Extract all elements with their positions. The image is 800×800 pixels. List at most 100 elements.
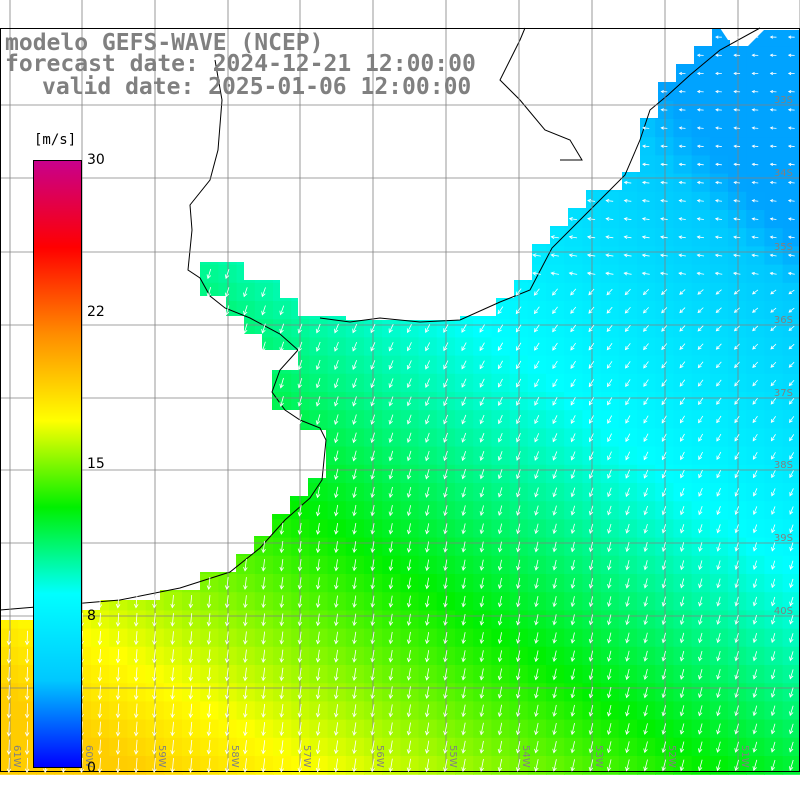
wind-arrow — [224, 721, 230, 737]
wind-arrow — [641, 253, 650, 258]
wind-arrow — [570, 306, 577, 314]
wind-cell — [764, 355, 784, 375]
wind-arrow — [261, 685, 266, 700]
wind-arrow — [625, 686, 630, 699]
wind-arrow — [661, 632, 667, 644]
wind-arrow — [315, 559, 321, 572]
wind-cell — [746, 282, 765, 302]
wind-arrow — [388, 577, 394, 590]
wind-arrow — [497, 650, 503, 663]
wind-arrow — [388, 378, 394, 389]
wind-arrow — [570, 614, 576, 626]
wind-arrow — [224, 758, 230, 773]
wind-cell — [764, 464, 784, 484]
wind-arrow — [570, 596, 576, 608]
wind-arrow — [769, 108, 777, 112]
wind-arrow — [315, 522, 321, 535]
wind-arrow — [388, 613, 394, 627]
wind-arrow — [552, 523, 557, 535]
wind-arrow — [479, 668, 485, 681]
colorbar-tick-0: 0 — [87, 760, 96, 776]
wind-arrow — [679, 289, 686, 295]
wind-arrow — [315, 341, 321, 352]
wind-arrow — [224, 287, 230, 298]
wind-arrow — [261, 649, 266, 663]
wind-arrow — [315, 396, 321, 407]
wind-arrow — [660, 253, 668, 258]
wind-cell — [728, 428, 747, 448]
wind-arrow — [424, 758, 430, 773]
wind-arrow — [443, 613, 448, 626]
wind-arrow — [660, 162, 668, 167]
wind-arrow — [261, 722, 266, 737]
wind-arrow — [352, 740, 357, 755]
wind-arrow — [115, 594, 121, 609]
wind-arrow — [334, 631, 339, 645]
wind-arrow — [787, 271, 795, 276]
wind-arrow — [771, 506, 776, 515]
wind-arrow — [588, 704, 594, 717]
wind-arrow — [751, 90, 759, 94]
wind-arrow — [679, 741, 685, 754]
wind-arrow — [279, 703, 284, 718]
wind-arrow — [97, 721, 103, 737]
wind-arrow — [188, 649, 194, 664]
wind-arrow — [315, 631, 321, 645]
wind-arrow — [752, 578, 758, 589]
wind-arrow — [751, 271, 759, 276]
wind-arrow — [534, 324, 540, 333]
wind-arrow — [679, 505, 685, 516]
wind-arrow — [697, 325, 704, 332]
wind-cell — [491, 301, 511, 320]
wind-arrow — [606, 759, 612, 772]
wind-arrow — [770, 596, 776, 607]
wind-arrow — [570, 505, 576, 516]
wind-arrow — [568, 217, 578, 221]
wind-arrow — [497, 614, 503, 626]
wind-arrow — [534, 342, 540, 351]
wind-arrow — [679, 596, 685, 607]
wind-arrow — [97, 739, 103, 755]
wind-arrow — [734, 669, 739, 680]
wind-cell — [618, 428, 638, 448]
wind-arrow — [206, 595, 212, 609]
wind-arrow — [752, 705, 758, 717]
wind-arrow — [661, 705, 667, 717]
wind-arrow — [152, 631, 157, 646]
wind-arrow — [607, 451, 612, 461]
wind-arrow — [787, 108, 795, 112]
wind-arrow — [752, 488, 758, 497]
wind-arrow — [698, 560, 703, 571]
wind-arrow — [715, 289, 722, 295]
wind-arrow — [552, 686, 557, 699]
wind-arrow — [733, 108, 741, 112]
wind-arrow — [734, 470, 740, 479]
wind-arrow — [406, 559, 412, 572]
wind-arrow — [787, 126, 795, 130]
wind-arrow — [769, 235, 777, 239]
wind-arrow — [315, 378, 321, 389]
wind-arrow — [588, 505, 594, 516]
wind-arrow — [697, 307, 704, 314]
wind-cell — [673, 410, 693, 429]
wind-arrow — [170, 649, 175, 664]
wind-arrow — [516, 451, 521, 461]
wind-arrow — [406, 396, 412, 407]
wind-arrow — [734, 506, 740, 516]
wind-arrow — [698, 415, 704, 424]
wind-arrow — [497, 378, 503, 388]
wind-arrow — [624, 343, 631, 351]
wind-arrow — [716, 433, 722, 442]
wind-arrow — [443, 360, 449, 370]
wind-arrow — [624, 288, 631, 296]
wind-arrow — [516, 632, 521, 644]
wind-arrow — [643, 523, 648, 534]
wind-arrow — [552, 451, 558, 461]
wind-arrow — [680, 469, 685, 479]
wind-arrow — [261, 595, 266, 609]
wind-arrow — [625, 379, 631, 388]
wind-arrow — [770, 397, 777, 405]
wind-arrow — [352, 704, 357, 718]
wind-arrow — [479, 686, 485, 699]
wind-arrow — [751, 53, 759, 57]
